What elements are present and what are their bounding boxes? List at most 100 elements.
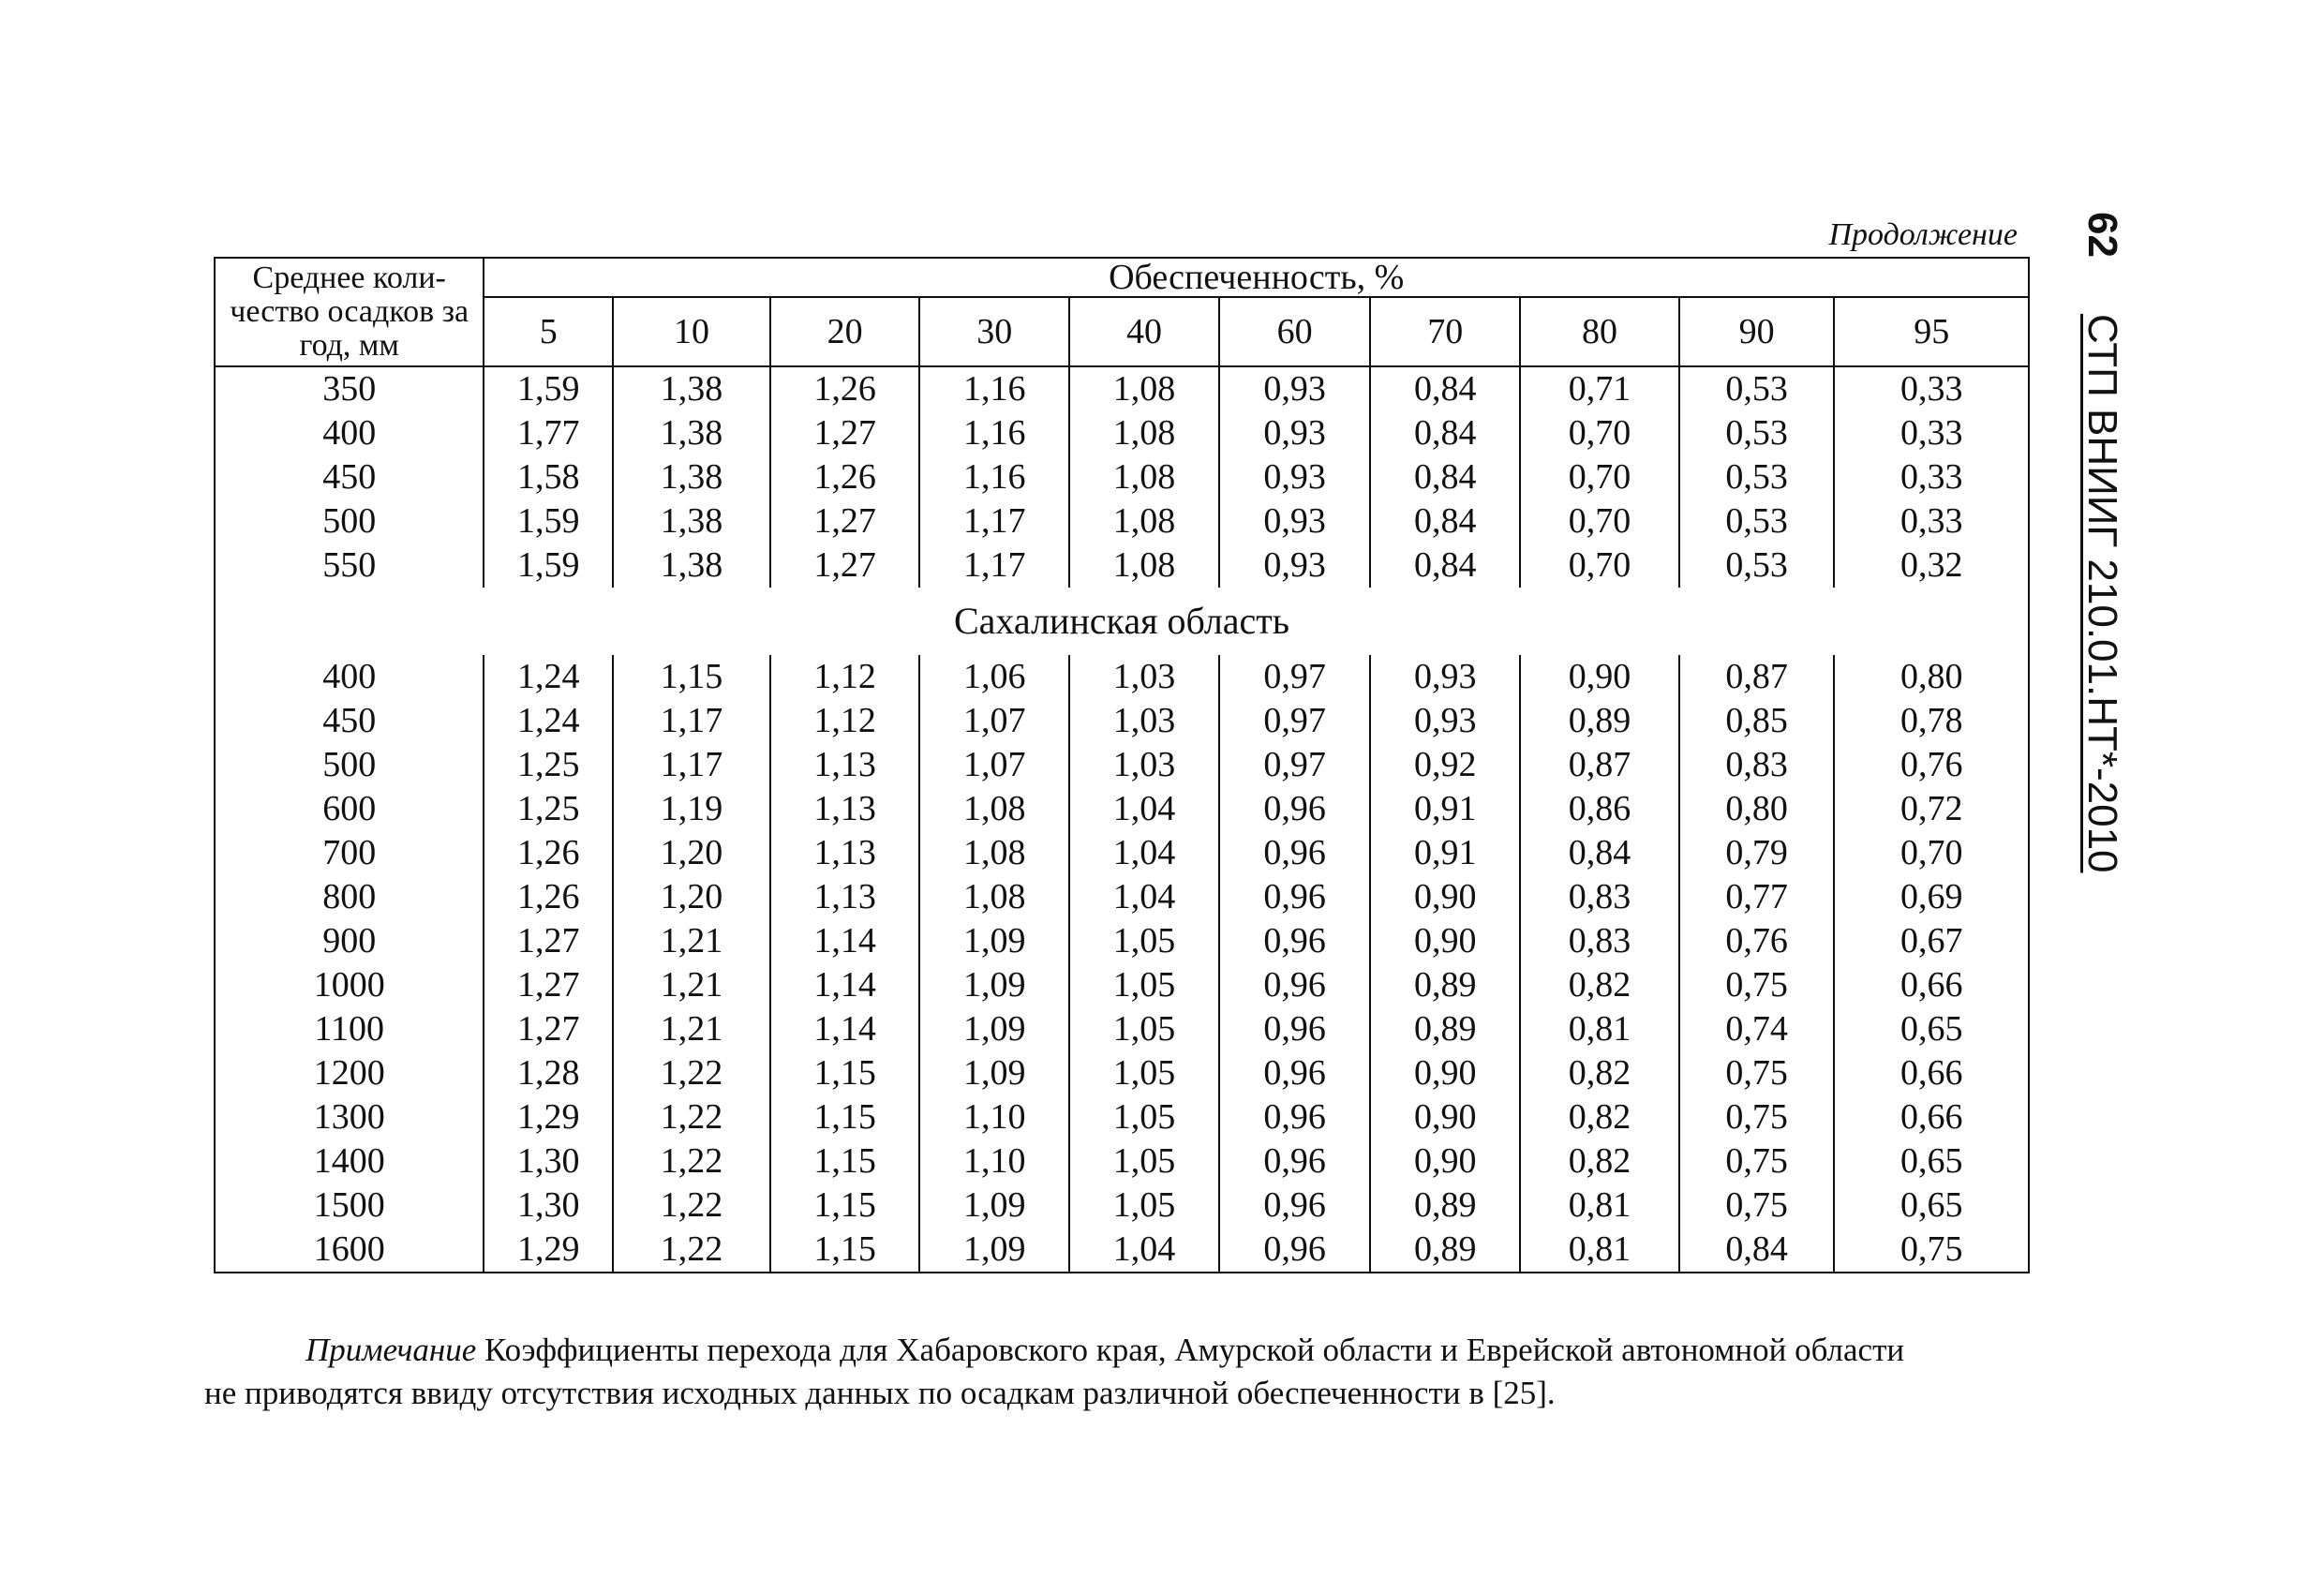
coefficient-cell: 0,70 xyxy=(1519,499,1680,543)
coefficient-cell: 1,17 xyxy=(918,499,1071,543)
coefficient-cell: 1,27 xyxy=(483,919,615,963)
coefficient-cell: 0,89 xyxy=(1369,1184,1522,1228)
coefficient-cell: 1,15 xyxy=(612,655,771,699)
coefficient-cell: 1,05 xyxy=(1068,1139,1220,1184)
table-row: 400 1,24 1,15 1,12 1,06 1,03 0,97 0,93 0,90 0,87 0… xyxy=(213,655,2030,699)
coefficient-cell: 0,76 xyxy=(1677,919,1836,963)
coefficient-cell: 1,27 xyxy=(483,1007,615,1051)
coefficient-cell: 1,26 xyxy=(483,875,615,919)
coefficient-cell: 1,13 xyxy=(768,743,921,787)
precipitation-value: 800 xyxy=(213,875,485,919)
coefficient-cell: 0,82 xyxy=(1519,1095,1680,1139)
coefficient-cell: 1,09 xyxy=(918,1228,1071,1273)
table-row: 450 1,24 1,17 1,12 1,07 1,03 0,97 0,93 0,89 0,85 0… xyxy=(213,699,2030,743)
coefficient-cell: 1,09 xyxy=(918,1051,1071,1095)
coefficient-cell: 1,12 xyxy=(768,655,921,699)
coefficient-cell: 0,84 xyxy=(1369,543,1522,588)
coefficient-cell: 0,89 xyxy=(1369,1007,1522,1051)
table-row: 1500 1,30 1,22 1,15 1,09 1,05 0,96 0,89 0,81 0,75… xyxy=(213,1184,2030,1228)
coefficient-cell: 0,84 xyxy=(1519,831,1680,875)
coefficient-cell: 0,97 xyxy=(1217,743,1372,787)
coefficient-cell: 1,21 xyxy=(612,919,771,963)
precipitation-value: 700 xyxy=(213,831,485,875)
precipitation-value: 1000 xyxy=(213,963,485,1007)
coefficient-cell: 1,04 xyxy=(1068,875,1220,919)
coefficient-cell: 0,93 xyxy=(1217,543,1372,588)
precipitation-value: 500 xyxy=(213,743,485,787)
coefficient-cell: 1,27 xyxy=(768,411,921,455)
note-label: Примечание xyxy=(305,1332,477,1368)
table-row: 700 1,26 1,20 1,13 1,08 1,04 0,96 0,91 0,84 0,79 0… xyxy=(213,831,2030,875)
table-row: 600 1,25 1,19 1,13 1,08 1,04 0,96 0,91 0,86 0,80 0… xyxy=(213,787,2030,831)
coefficient-cell: 1,26 xyxy=(768,366,921,411)
probability-column-header: 10 xyxy=(612,296,771,367)
coefficient-cell: 1,30 xyxy=(483,1139,615,1184)
coefficient-cell: 1,04 xyxy=(1068,787,1220,831)
coefficient-cell: 0,79 xyxy=(1677,831,1836,875)
coefficient-cell: 1,14 xyxy=(768,963,921,1007)
coefficient-cell: 1,14 xyxy=(768,1007,921,1051)
coefficient-cell: 0,76 xyxy=(1833,743,2030,787)
table-row: 500 1,25 1,17 1,13 1,07 1,03 0,97 0,92 0,87 0,83 0… xyxy=(213,743,2030,787)
coefficient-cell: 0,83 xyxy=(1519,919,1680,963)
coefficient-cell: 0,85 xyxy=(1677,699,1836,743)
table-row: 1400 1,30 1,22 1,15 1,10 1,05 0,96 0,90 0,82 0,75… xyxy=(213,1139,2030,1184)
precipitation-value: 1400 xyxy=(213,1139,485,1184)
coefficient-cell: 1,21 xyxy=(612,963,771,1007)
coefficient-cell: 1,05 xyxy=(1068,963,1220,1007)
coefficient-cell: 1,05 xyxy=(1068,919,1220,963)
precipitation-value: 550 xyxy=(213,543,485,588)
coefficient-cell: 0,33 xyxy=(1833,499,2030,543)
coefficient-cell: 1,27 xyxy=(483,963,615,1007)
coefficient-cell: 1,28 xyxy=(483,1051,615,1095)
coefficient-cell: 0,66 xyxy=(1833,963,2030,1007)
coefficient-cell: 1,59 xyxy=(483,499,615,543)
coefficient-cell: 1,15 xyxy=(768,1228,921,1273)
coefficient-cell: 1,77 xyxy=(483,411,615,455)
probability-column-header: 30 xyxy=(918,296,1071,367)
coefficient-cell: 0,83 xyxy=(1519,875,1680,919)
coefficient-cell: 0,82 xyxy=(1519,1051,1680,1095)
coefficient-cell: 0,87 xyxy=(1677,655,1836,699)
coefficient-cell: 0,90 xyxy=(1369,919,1522,963)
coefficient-cell: 0,90 xyxy=(1369,1051,1522,1095)
coefficient-cell: 1,29 xyxy=(483,1228,615,1273)
table-row: 400 1,77 1,38 1,27 1,16 1,08 0,93 0,84 0,70 0,53 0… xyxy=(213,411,2030,455)
coefficient-cell: 1,26 xyxy=(768,455,921,499)
coefficient-cell: 0,84 xyxy=(1369,411,1522,455)
probability-column-header: 60 xyxy=(1217,296,1372,367)
coefficient-cell: 1,22 xyxy=(612,1139,771,1184)
coefficient-cell: 0,75 xyxy=(1677,963,1836,1007)
table-row: 1600 1,29 1,22 1,15 1,09 1,04 0,96 0,89 0,81 0,84… xyxy=(213,1228,2030,1273)
precipitation-value: 1300 xyxy=(213,1095,485,1139)
precipitation-value: 500 xyxy=(213,499,485,543)
coefficient-cell: 1,16 xyxy=(918,411,1071,455)
coefficient-cell: 1,14 xyxy=(768,919,921,963)
coefficient-cell: 1,04 xyxy=(1068,831,1220,875)
coefficient-cell: 1,17 xyxy=(612,743,771,787)
probability-group-header: Обеспеченность, % xyxy=(483,257,2030,298)
coefficient-cell: 0,93 xyxy=(1217,366,1372,411)
coefficient-cell: 1,10 xyxy=(918,1095,1071,1139)
coefficient-cell: 1,08 xyxy=(1068,499,1220,543)
coefficient-cell: 0,65 xyxy=(1833,1139,2030,1184)
coefficient-cell: 0,96 xyxy=(1217,787,1372,831)
precipitation-value: 1600 xyxy=(213,1228,485,1273)
coefficient-cell: 1,13 xyxy=(768,875,921,919)
coefficient-cell: 0,70 xyxy=(1519,543,1680,588)
coefficient-cell: 0,90 xyxy=(1369,1139,1522,1184)
section-row: Сахалинская область xyxy=(214,588,2030,655)
coefficient-cell: 0,93 xyxy=(1369,699,1522,743)
coefficient-cell: 0,70 xyxy=(1519,411,1680,455)
coefficient-cell: 1,08 xyxy=(1068,455,1220,499)
coefficient-cell: 0,96 xyxy=(1217,1051,1372,1095)
coefficient-cell: 0,75 xyxy=(1677,1184,1836,1228)
precipitation-column-header: Среднее коли-чество осадков за год, мм xyxy=(213,257,485,367)
coefficient-cell: 1,08 xyxy=(918,875,1071,919)
coefficient-cell: 0,75 xyxy=(1677,1051,1836,1095)
coefficient-cell: 0,96 xyxy=(1217,1228,1372,1273)
coefficient-cell: 1,03 xyxy=(1068,655,1220,699)
coefficient-cell: 0,75 xyxy=(1833,1228,2030,1273)
probability-column-header: 80 xyxy=(1519,296,1680,367)
precipitation-value: 350 xyxy=(213,366,485,411)
